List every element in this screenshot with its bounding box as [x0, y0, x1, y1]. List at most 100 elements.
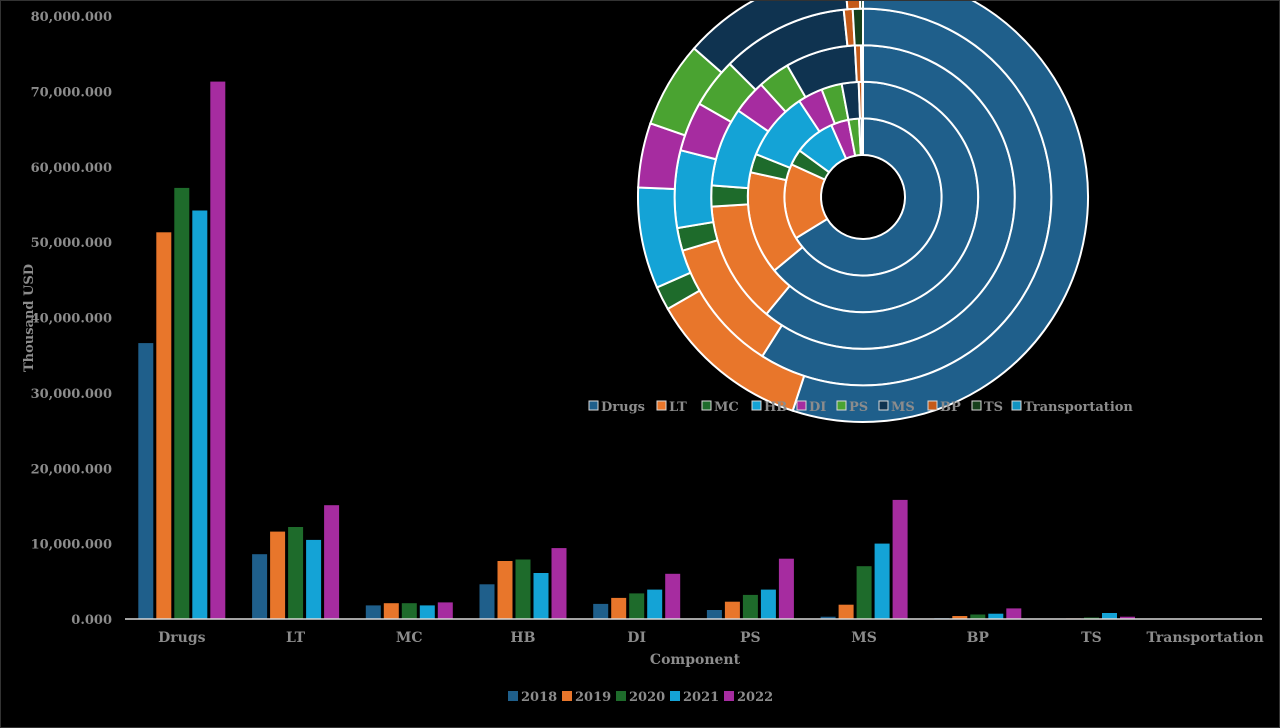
doughnut-legend-label-mc: MC [714, 400, 739, 415]
bar-bp-2022 [1006, 608, 1022, 619]
legend-swatch-2022 [724, 691, 734, 701]
doughnut-chart [637, 0, 1089, 423]
y-tick-label: 20,000.000 [31, 462, 112, 477]
bar-di-2020 [629, 593, 645, 619]
bar-ps-2021 [760, 589, 776, 619]
doughnut-legend-label-drugs: Drugs [601, 400, 645, 415]
legend-swatch-2019 [562, 691, 572, 701]
bar-mc-2018 [365, 605, 381, 619]
doughnut-legend-label-lt: LT [669, 400, 687, 415]
x-tick-label: DI [627, 630, 646, 646]
legend-label-2018: 2018 [521, 690, 557, 705]
bar-hb-2019 [497, 561, 513, 619]
series-legend: 2018 2019 2020 2021 2022 [508, 690, 773, 705]
bars [138, 81, 1135, 620]
bar-drugs-2021 [192, 210, 208, 619]
legend-swatch-2021 [670, 691, 680, 701]
doughnut-slice-2019-ts [861, 80, 864, 120]
bar-mc-2020 [401, 603, 417, 619]
legend-label-2021: 2021 [683, 690, 719, 705]
bar-ms-2019 [838, 604, 854, 619]
doughnut-slice-2021-hb [673, 148, 718, 230]
doughnut-legend-label-di: DI [809, 400, 826, 415]
bar-mc-2019 [383, 603, 399, 619]
doughnut-legend-label-ts: TS [984, 400, 1003, 415]
x-tick-label: HB [510, 630, 535, 646]
bar-di-2021 [647, 589, 663, 619]
doughnut-legend-label-ps: PS [849, 400, 868, 415]
y-tick-label: 50,000.000 [31, 236, 112, 251]
y-tick-label: 80,000.000 [31, 10, 112, 25]
legend-label-2020: 2020 [629, 690, 665, 705]
legend-label-2019: 2019 [575, 690, 611, 705]
bar-ts-2022 [1120, 616, 1135, 619]
doughnut-legend-swatch-drugs [588, 400, 599, 411]
legend-swatch-2020 [616, 691, 626, 701]
bar-di-2018 [593, 603, 609, 619]
x-axis-categories: Drugs LT MC HB DI PS MS BP TS Transportation [158, 630, 1264, 646]
bar-lt-2022 [324, 505, 340, 619]
y-tick-label: 70,000.000 [31, 85, 112, 100]
bar-bp-2019 [952, 616, 968, 619]
doughnut-legend-swatch-ms [878, 400, 889, 411]
x-tick-label: Drugs [158, 630, 205, 646]
doughnut-legend-swatch-hb [751, 400, 762, 411]
bar-drugs-2018 [138, 343, 154, 619]
bar-drugs-2022 [210, 81, 226, 620]
bar-ms-2020 [856, 566, 872, 619]
doughnut-legend-swatch-bp [927, 400, 938, 411]
bar-ps-2020 [742, 594, 758, 619]
bar-bp-2021 [988, 613, 1004, 619]
bar-ts-2021 [1102, 613, 1117, 619]
doughnut-legend-swatch-lt [656, 400, 667, 411]
legend-swatch-2018 [508, 691, 518, 701]
doughnut-legend-swatch-mc [701, 400, 712, 411]
y-axis-title: Thousand USD [22, 264, 37, 372]
x-tick-label: Transportation [1147, 630, 1264, 646]
doughnut-slice-2022-ts [859, 0, 864, 10]
y-tick-label: 40,000.000 [31, 312, 112, 327]
bar-mc-2021 [419, 605, 435, 619]
doughnut-slice-2021-ts [851, 7, 864, 47]
y-axis-ticks: 0.000 10,000.000 20,000.000 30,000.000 40,00… [31, 10, 112, 628]
bar-hb-2022 [551, 548, 567, 619]
bar-lt-2021 [306, 539, 322, 619]
doughnut-legend-swatch-transportation [1011, 400, 1022, 411]
bar-drugs-2020 [174, 187, 190, 619]
y-tick-label: 60,000.000 [31, 161, 112, 176]
doughnut-legend-label-transportation: Transportation [1024, 400, 1133, 415]
bar-ps-2022 [778, 558, 794, 619]
x-tick-label: BP [967, 630, 990, 646]
doughnut-legend-label-hb: HB [764, 400, 787, 415]
bar-di-2019 [611, 597, 627, 619]
bar-ms-2018 [820, 616, 836, 619]
bar-di-2022 [665, 573, 681, 619]
doughnut-legend-swatch-di [796, 400, 807, 411]
doughnut-slice-2022-bp [845, 0, 862, 11]
x-tick-label: LT [286, 630, 306, 646]
bar-hb-2020 [515, 559, 531, 619]
doughnut-legend: Drugs LT MC HB DI PS MS BP TS Transportation [588, 400, 1133, 415]
doughnut-legend-swatch-ps [836, 400, 847, 411]
y-tick-label: 10,000.000 [31, 538, 112, 553]
bar-lt-2019 [270, 531, 286, 619]
bar-mc-2022 [437, 602, 453, 619]
doughnut-legend-label-bp: BP [940, 400, 961, 415]
y-tick-label: 0.000 [71, 613, 112, 628]
x-tick-label: MS [851, 630, 877, 646]
x-axis-title: Component [650, 652, 741, 668]
doughnut-slice-2022-drugs [791, 0, 1089, 423]
bar-ps-2019 [724, 601, 740, 619]
bar-ms-2022 [892, 499, 908, 619]
bar-bp-2020 [970, 614, 986, 619]
doughnut-slice-2022-ms [692, 0, 849, 74]
legend-label-2022: 2022 [737, 690, 773, 705]
doughnut-legend-swatch-ts [971, 400, 982, 411]
bar-lt-2018 [252, 554, 268, 619]
y-tick-label: 30,000.000 [31, 387, 112, 402]
doughnut-slice-2020-ts [859, 44, 864, 83]
doughnut-legend-label-ms: MS [891, 400, 915, 415]
bar-ms-2021 [874, 543, 890, 619]
bar-ps-2018 [706, 610, 722, 619]
